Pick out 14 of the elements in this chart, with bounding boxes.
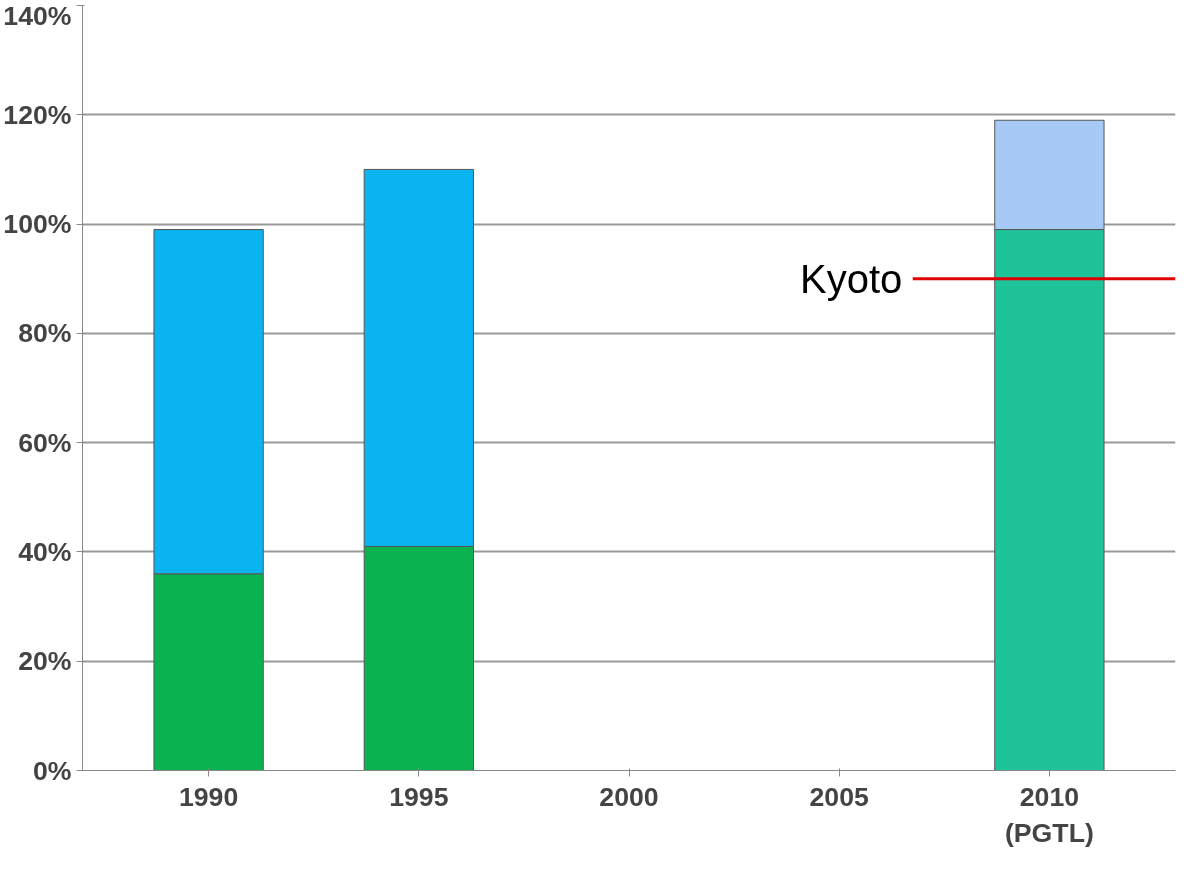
y-tick-label: 140% (3, 0, 72, 31)
y-tick-label: 60% (18, 427, 72, 458)
x-tick-label: 2005 (809, 781, 870, 812)
y-tick-label: 80% (18, 318, 72, 349)
x-tick-label: 2010 (PGTL) (1004, 781, 1094, 848)
x-tick-label: 1995 (389, 781, 449, 812)
y-tick-label: 0% (32, 755, 72, 786)
y-tick-label: 120% (3, 99, 72, 130)
y-tick-label: 20% (18, 646, 72, 677)
y-tick-label: 100% (3, 209, 72, 240)
ref-line-label: Kyoto (799, 256, 903, 301)
y-tick-label: 40% (18, 536, 72, 567)
x-tick-label: 2000 (599, 781, 659, 812)
x-tick-label: 1990 (178, 781, 239, 812)
